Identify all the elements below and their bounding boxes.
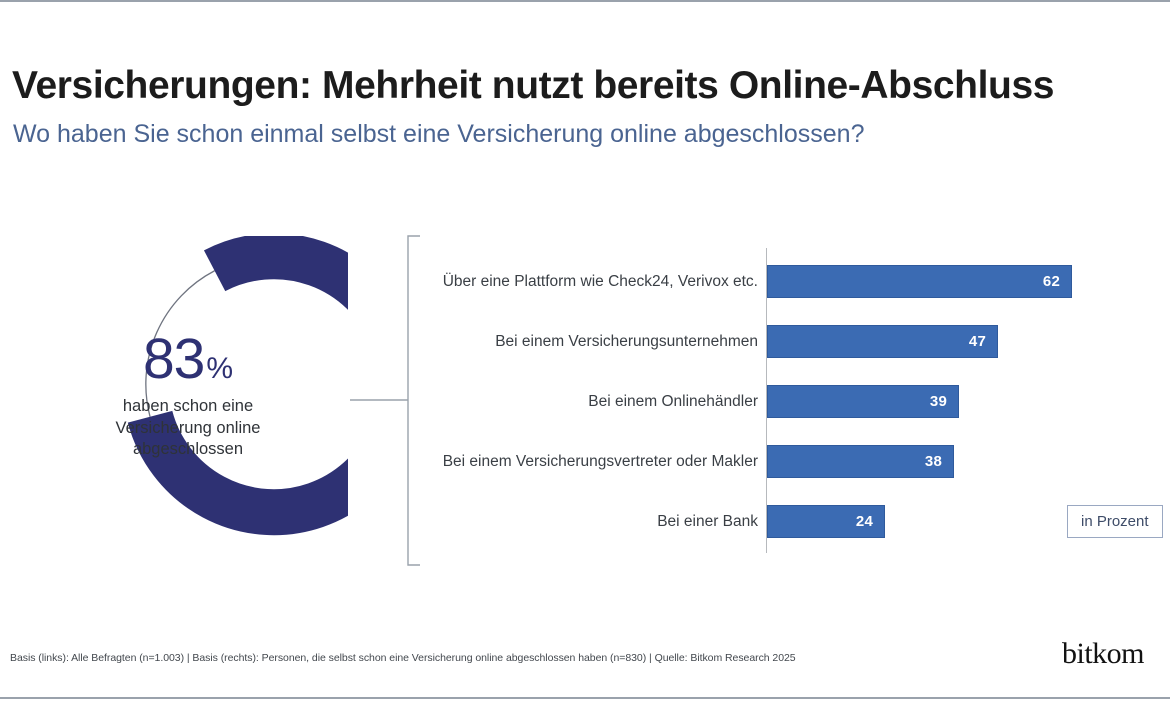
unit-badge: in Prozent xyxy=(1067,505,1163,538)
bar-value-label: 38 xyxy=(924,453,942,470)
donut-value-arc xyxy=(127,233,425,536)
bottom-divider xyxy=(0,697,1170,699)
table-row: Bei einem Versicherungsvertreter oder Ma… xyxy=(430,445,1130,479)
bracket-svg xyxy=(350,235,440,566)
bar-value-label: 62 xyxy=(1042,273,1060,290)
bar-value-label: 47 xyxy=(968,333,986,350)
table-row: Bei einem Onlinehändler 39 xyxy=(430,385,1130,419)
top-divider xyxy=(0,0,1170,2)
bar-segment: 24 xyxy=(767,505,885,538)
bar-value-label: 39 xyxy=(929,393,947,410)
bar-chart: Über eine Plattform wie Check24, Verivox… xyxy=(430,240,1130,560)
donut-chart: 83% haben schon eine Versicherung online… xyxy=(28,233,425,556)
bar-value-label: 24 xyxy=(855,513,873,530)
bar-category-label: Bei einem Onlinehändler xyxy=(588,393,758,410)
bar-category-label: Bei einem Versicherungsvertreter oder Ma… xyxy=(442,453,758,470)
table-row: Bei einer Bank 24 xyxy=(430,505,1130,539)
bar-segment: 47 xyxy=(767,325,998,358)
value-axis xyxy=(766,248,767,553)
bar-segment: 38 xyxy=(767,445,954,478)
bar-segment: 62 xyxy=(767,265,1072,298)
table-row: Über eine Plattform wie Check24, Verivox… xyxy=(430,265,1130,299)
donut-svg xyxy=(127,233,425,536)
bar-category-label: Bei einem Versicherungsunternehmen xyxy=(495,333,758,350)
page-title: Versicherungen: Mehrheit nutzt bereits O… xyxy=(12,64,1055,107)
bar-category-label: Bei einer Bank xyxy=(657,513,758,530)
bracket-shape xyxy=(407,235,440,566)
bar-category-label: Über eine Plattform wie Check24, Verivox… xyxy=(442,273,758,290)
page-subtitle: Wo haben Sie schon einmal selbst eine Ve… xyxy=(13,120,865,148)
donut-track-arc xyxy=(145,270,215,417)
table-row: Bei einem Versicherungsunternehmen 47 xyxy=(430,325,1130,359)
source-footnote: Basis (links): Alle Befragten (n=1.003) … xyxy=(10,652,796,664)
bar-segment: 39 xyxy=(767,385,959,418)
bitkom-logo: bitkom xyxy=(1062,637,1145,670)
bracket-connector xyxy=(340,228,440,573)
